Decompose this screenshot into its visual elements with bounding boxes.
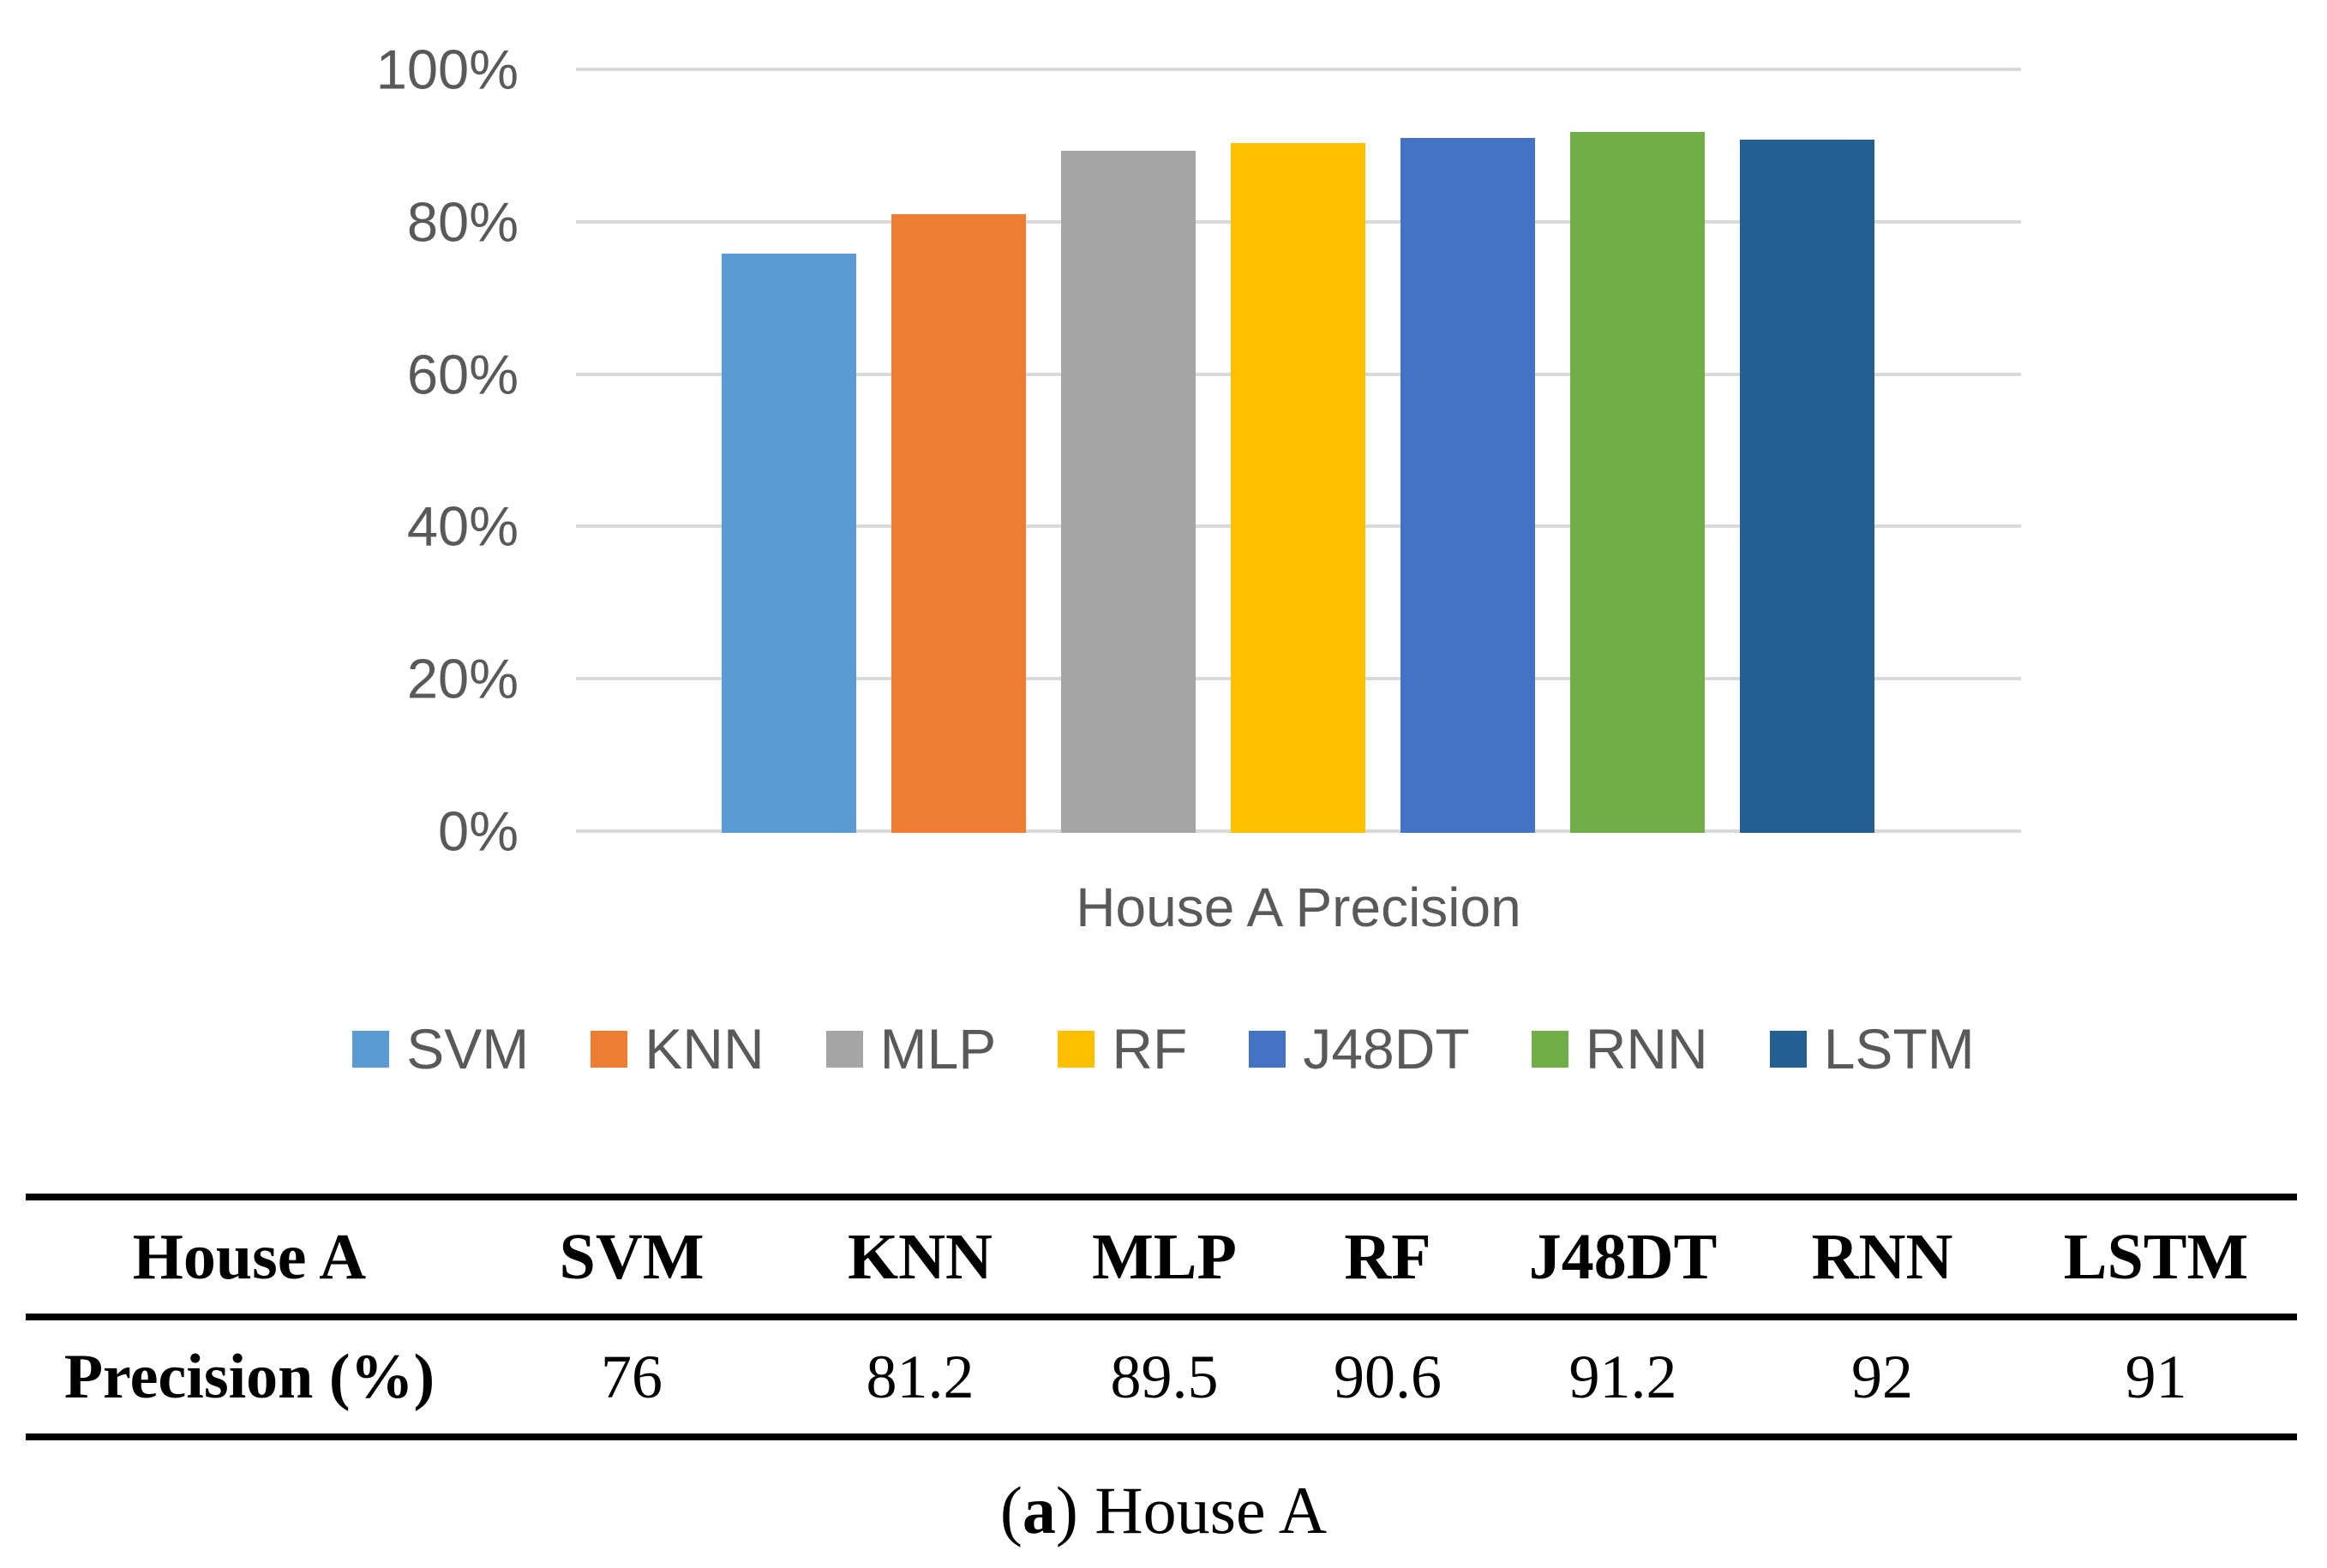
table-header-cell-mlp: MLP bbox=[1092, 1220, 1237, 1293]
bar-chart: House A Precision 100% 80% 60% 40% 20% 0% bbox=[375, 38, 2021, 938]
y-tick-label-20: 20% bbox=[406, 647, 519, 710]
legend-label: RNN bbox=[1585, 1017, 1708, 1080]
legend-label: RF bbox=[1112, 1017, 1188, 1080]
table-header-cell-rnn: RNN bbox=[1811, 1220, 1953, 1293]
bar-svm bbox=[722, 254, 856, 833]
legend-item-svm: SVM bbox=[352, 1016, 529, 1081]
value-cell-j48dt: 91.2 bbox=[1568, 1342, 1677, 1411]
y-tick-label-40: 40% bbox=[406, 494, 519, 558]
y-tick-label-0: 0% bbox=[438, 799, 519, 863]
chart-legend: SVM KNN MLP RF J48DT RNN LSTM bbox=[0, 1016, 2327, 1081]
bar-rnn bbox=[1570, 132, 1705, 833]
legend-item-rf: RF bbox=[1058, 1016, 1187, 1081]
legend-swatch-icon bbox=[1531, 1030, 1568, 1068]
legend-item-rnn: RNN bbox=[1531, 1016, 1708, 1081]
bar-knn bbox=[891, 214, 1026, 833]
value-cell-svm: 76 bbox=[601, 1342, 663, 1411]
table-header-row: House A SVM KNN MLP RF J48DT RNN LSTM bbox=[26, 1197, 2297, 1317]
table-row: Precision (%) 76 81.2 89.5 90.6 91.2 92 91 bbox=[26, 1317, 2297, 1437]
caption-paren-open: ( bbox=[999, 1473, 1023, 1547]
y-tick-label-60: 60% bbox=[406, 343, 519, 406]
legend-item-knn: KNN bbox=[591, 1016, 765, 1081]
caption-rest: ) House A bbox=[1055, 1473, 1328, 1547]
bar-j48dt bbox=[1400, 138, 1535, 833]
figure-caption: (a) House A bbox=[0, 1472, 2327, 1549]
legend-item-lstm: LSTM bbox=[1769, 1016, 1975, 1081]
table-header-cell-house-a: House A bbox=[132, 1220, 367, 1293]
legend-swatch-icon bbox=[352, 1030, 390, 1068]
value-cell-lstm: 91 bbox=[2125, 1342, 2187, 1411]
table-header: House A SVM KNN MLP RF J48DT RNN LSTM bbox=[26, 1197, 2297, 1317]
x-axis-title: House A Precision bbox=[1076, 877, 1521, 938]
precision-table: House A SVM KNN MLP RF J48DT RNN LSTM Precision… bbox=[26, 1194, 2297, 1440]
legend-label: SVM bbox=[406, 1017, 530, 1080]
bar-rf bbox=[1231, 143, 1365, 833]
bar-lstm bbox=[1740, 140, 1874, 833]
table-header-cell-j48dt: J48DT bbox=[1528, 1220, 1718, 1293]
legend-swatch-icon bbox=[1249, 1030, 1286, 1068]
legend-label: KNN bbox=[645, 1017, 765, 1080]
legend-swatch-icon bbox=[591, 1030, 628, 1068]
y-tick-label-80: 80% bbox=[406, 190, 519, 254]
table-header-cell-knn: KNN bbox=[848, 1220, 993, 1293]
legend-item-mlp: MLP bbox=[825, 1016, 997, 1081]
value-cell-rnn: 92 bbox=[1851, 1342, 1913, 1411]
y-tick-label-100: 100% bbox=[375, 38, 519, 101]
legend-swatch-icon bbox=[1769, 1030, 1807, 1068]
value-cell-mlp: 89.5 bbox=[1110, 1342, 1219, 1411]
legend-label: J48DT bbox=[1303, 1017, 1470, 1080]
value-cell-knn: 81.2 bbox=[866, 1342, 975, 1411]
table-header-cell-rf: RF bbox=[1344, 1220, 1431, 1293]
row-label: Precision (%) bbox=[63, 1341, 435, 1412]
legend-item-j48dt: J48DT bbox=[1249, 1016, 1470, 1081]
gridline-100 bbox=[576, 68, 2021, 71]
table-body: Precision (%) 76 81.2 89.5 90.6 91.2 92 91 bbox=[26, 1317, 2297, 1437]
table-header-cell-lstm: LSTM bbox=[2063, 1220, 2249, 1293]
legend-swatch-icon bbox=[1058, 1030, 1095, 1068]
value-cell-rf: 90.6 bbox=[1334, 1342, 1442, 1411]
legend-label: LSTM bbox=[1823, 1017, 1975, 1080]
bar-mlp bbox=[1061, 151, 1196, 833]
caption-letter: a bbox=[1022, 1473, 1056, 1547]
legend-label: MLP bbox=[879, 1017, 997, 1080]
legend-swatch-icon bbox=[825, 1030, 863, 1068]
table-header-cell-svm: SVM bbox=[559, 1220, 705, 1293]
